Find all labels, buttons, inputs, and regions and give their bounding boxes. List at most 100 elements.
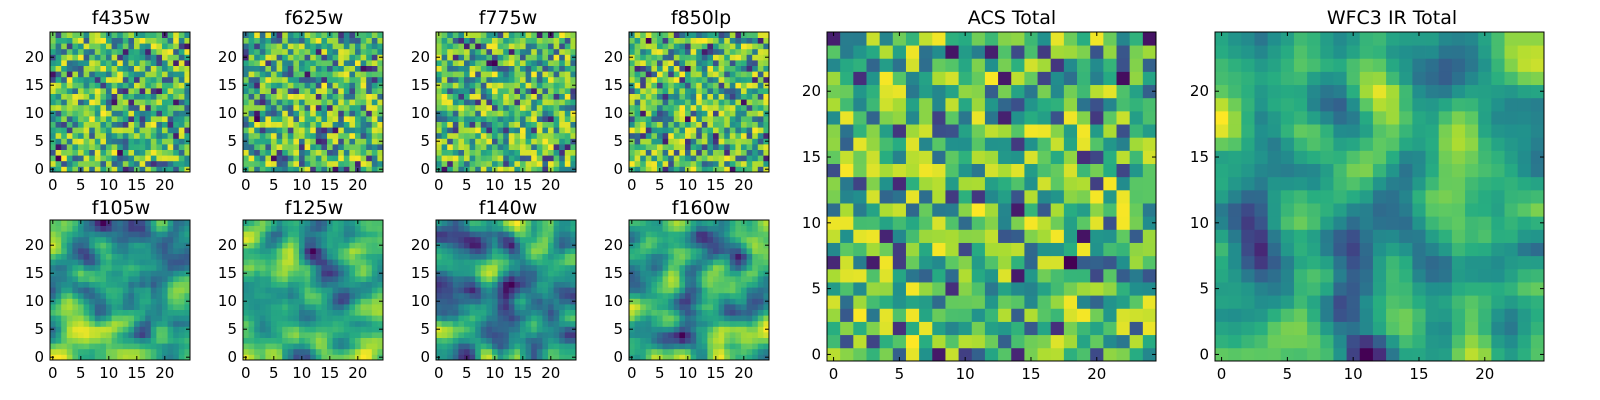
heatmap-cell: [156, 71, 163, 78]
heatmap-cell: [355, 287, 361, 294]
heatmap-cell: [452, 132, 459, 139]
heatmap-cell: [741, 292, 747, 299]
heatmap-cell: [707, 281, 714, 288]
heatmap-cell: [503, 231, 510, 238]
heatmap-cell: [452, 236, 459, 243]
heatmap-cell: [100, 43, 107, 50]
heatmap-cell: [282, 259, 289, 266]
heatmap-cell: [89, 104, 96, 111]
heatmap-cell: [265, 37, 272, 44]
heatmap-cell: [134, 43, 140, 50]
heatmap-cell: [690, 132, 697, 139]
heatmap-cell: [757, 82, 764, 89]
heatmap-cell: [117, 220, 124, 226]
heatmap-cell: [464, 264, 470, 271]
heatmap-cell: [542, 116, 549, 122]
heatmap-cell: [492, 149, 498, 156]
heatmap-cell: [259, 37, 266, 44]
heatmap-cell: [469, 160, 476, 167]
heatmap-cell: [360, 48, 367, 55]
heatmap-cell: [452, 309, 459, 316]
heatmap-cell: [349, 287, 356, 294]
heatmap-cell: [94, 32, 101, 38]
heatmap-cell: [360, 32, 367, 38]
heatmap-cell: [287, 104, 294, 111]
heatmap-cell: [763, 309, 770, 316]
heatmap-cell: [271, 132, 277, 139]
heatmap-cell: [55, 43, 62, 50]
heatmap-cell: [458, 348, 465, 355]
heatmap-cell: [243, 337, 249, 344]
heatmap-cell: [690, 54, 697, 61]
heatmap-cell: [178, 60, 185, 66]
heatmap-cell: [145, 166, 152, 173]
heatmap-cell: [464, 155, 470, 162]
heatmap-cell: [167, 144, 174, 150]
heatmap-cell: [651, 315, 658, 322]
heatmap-cell: [156, 149, 163, 156]
heatmap-cell: [673, 276, 680, 282]
heatmap-cell: [746, 304, 753, 310]
heatmap-cell: [469, 71, 476, 78]
heatmap-cell: [310, 309, 317, 316]
heatmap-cell: [122, 48, 129, 55]
heatmap-cell: [259, 116, 266, 122]
heatmap-cell: [265, 259, 272, 266]
heatmap-cell: [134, 71, 140, 78]
heatmap-cell: [729, 343, 736, 350]
heatmap-cell: [156, 93, 163, 100]
heatmap-cell: [486, 259, 493, 266]
heatmap-cell: [548, 132, 554, 139]
heatmap-cell: [696, 138, 703, 145]
heatmap-cell: [293, 138, 300, 145]
heatmap-cell: [570, 71, 577, 78]
heatmap-cell: [508, 127, 515, 134]
heatmap-cell: [525, 309, 532, 316]
heatmap-cell: [707, 343, 714, 350]
heatmap-cell: [167, 276, 174, 282]
heatmap-cell: [139, 99, 146, 106]
heatmap-cell: [458, 231, 465, 238]
heatmap-cell: [480, 309, 487, 316]
heatmap-cell: [66, 132, 73, 139]
heatmap-cell: [718, 110, 725, 117]
heatmap-cell: [145, 231, 152, 238]
heatmap-cell: [94, 127, 101, 134]
heatmap-cell: [458, 93, 465, 100]
heatmap-cell: [310, 60, 317, 66]
heatmap-cell: [117, 304, 124, 310]
x-tick-label: 0: [48, 176, 58, 194]
heatmap-cell: [167, 138, 174, 145]
heatmap-cell: [651, 110, 658, 117]
heatmap-cell: [452, 298, 459, 305]
heatmap-cell: [321, 32, 328, 38]
heatmap-cell: [651, 54, 658, 61]
heatmap-cell: [134, 132, 140, 139]
heatmap-cell: [662, 116, 669, 122]
heatmap-cell: [248, 121, 255, 128]
heatmap-cell: [128, 71, 135, 78]
heatmap-cell: [553, 298, 560, 305]
heatmap-cell: [668, 48, 675, 55]
heatmap-cell: [106, 65, 112, 72]
heatmap-cell: [718, 287, 725, 294]
heatmap-cell: [66, 43, 73, 50]
heatmap-cell: [145, 320, 152, 327]
heatmap-cell: [299, 287, 305, 294]
heatmap-cell: [162, 155, 168, 162]
heatmap-cell: [321, 138, 328, 145]
heatmap-cell: [553, 287, 560, 294]
heatmap-cell: [735, 71, 742, 78]
heatmap-cell: [701, 116, 708, 122]
heatmap-cell: [685, 343, 691, 350]
heatmap-cell: [117, 332, 124, 338]
heatmap-cell: [343, 82, 350, 89]
heatmap-cell: [173, 127, 180, 134]
heatmap-cell: [752, 71, 759, 78]
heatmap-cell: [327, 116, 333, 122]
heatmap-cell: [525, 281, 532, 288]
heatmap-cell: [570, 144, 577, 150]
heatmap-cell: [100, 82, 107, 89]
heatmap-cell: [735, 298, 742, 305]
heatmap-cell: [469, 60, 476, 66]
